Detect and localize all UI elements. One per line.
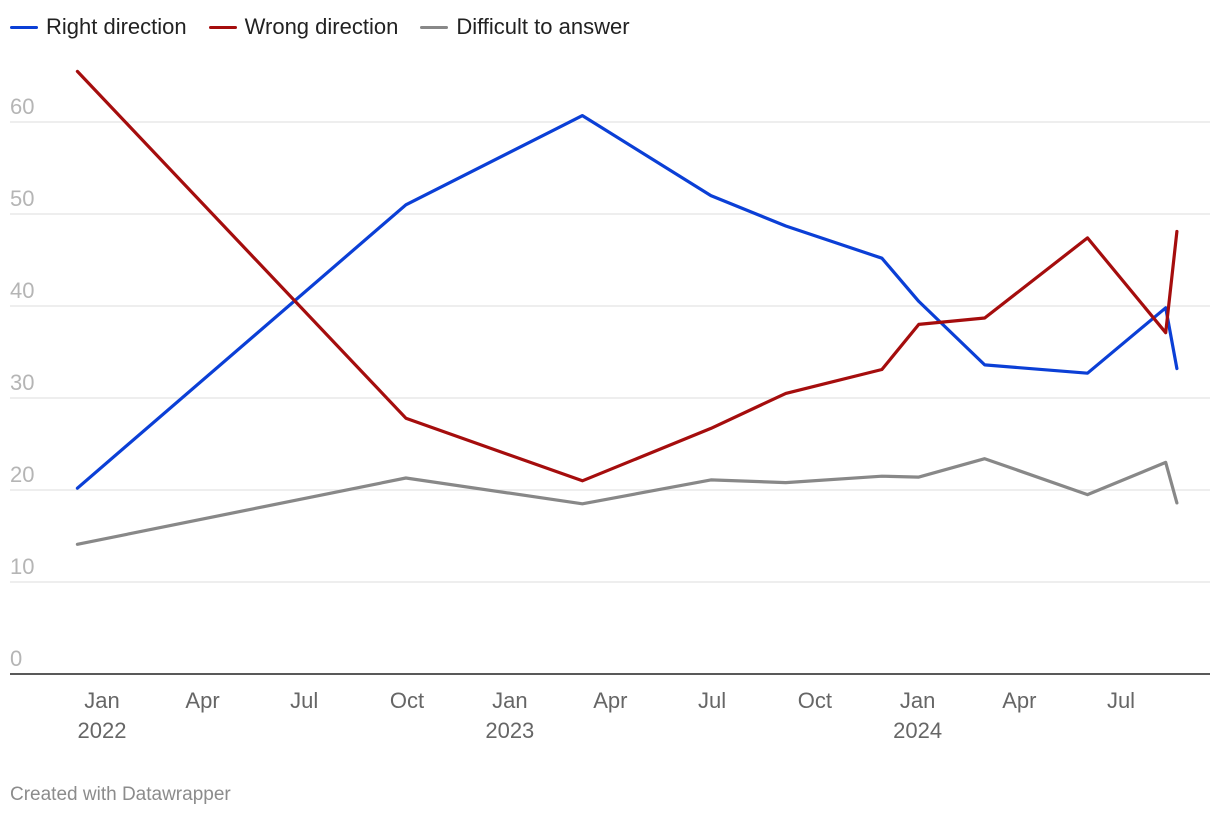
series-line-difficult-to-answer <box>75 457 1179 546</box>
series-line-right-direction <box>75 113 1179 490</box>
x-tick-label-6: Jul <box>698 688 726 713</box>
y-tick-label-40: 40 <box>10 278 34 303</box>
x-tick-label-3: Oct <box>390 688 424 713</box>
legend-swatch-wrong <box>208 25 237 29</box>
legend-label-wrong: Wrong direction <box>244 14 399 39</box>
legend-label-difficult: Difficult to answer <box>456 14 630 39</box>
y-tick-label-10: 10 <box>10 554 34 579</box>
x-tick-label-8: Jan <box>900 688 935 713</box>
legend-swatch-difficult <box>420 25 449 29</box>
x-tick-label-0: Jan <box>84 688 119 713</box>
x-tick-label-5: Apr <box>593 688 627 713</box>
x-tick-label-4: Jan <box>492 688 527 713</box>
x-tick-year-2024: 2024 <box>893 718 942 743</box>
legend-label-right: Right direction <box>46 14 187 39</box>
legend-item-right-direction: Right direction <box>10 14 187 40</box>
x-tick-label-7: Oct <box>798 688 832 713</box>
legend-item-difficult: Difficult to answer <box>420 14 630 40</box>
x-tick-year-2023: 2023 <box>485 718 534 743</box>
series-line-wrong-direction <box>75 69 1179 483</box>
credit-text: Created with Datawrapper <box>10 784 231 805</box>
x-tick-label-10: Jul <box>1107 688 1135 713</box>
legend-item-wrong-direction: Wrong direction <box>208 14 399 40</box>
y-tick-label-60: 60 <box>10 94 34 119</box>
y-tick-label-50: 50 <box>10 186 34 211</box>
x-tick-label-1: Apr <box>185 688 219 713</box>
y-tick-label-30: 30 <box>10 370 34 395</box>
legend-swatch-right <box>10 25 38 29</box>
line-chart: 0 10 20 30 40 50 60 Jan 2022 Apr Jul Oct Jan 2023 Apr J… <box>10 69 1210 743</box>
x-tick-label-9: Apr <box>1002 688 1036 713</box>
y-tick-label-0: 0 <box>10 646 22 671</box>
legend: Right direction Wrong direction Difficul… <box>10 14 630 40</box>
y-tick-label-20: 20 <box>10 462 34 487</box>
x-tick-label-2: Jul <box>290 688 318 713</box>
x-tick-year-2022: 2022 <box>78 718 127 743</box>
